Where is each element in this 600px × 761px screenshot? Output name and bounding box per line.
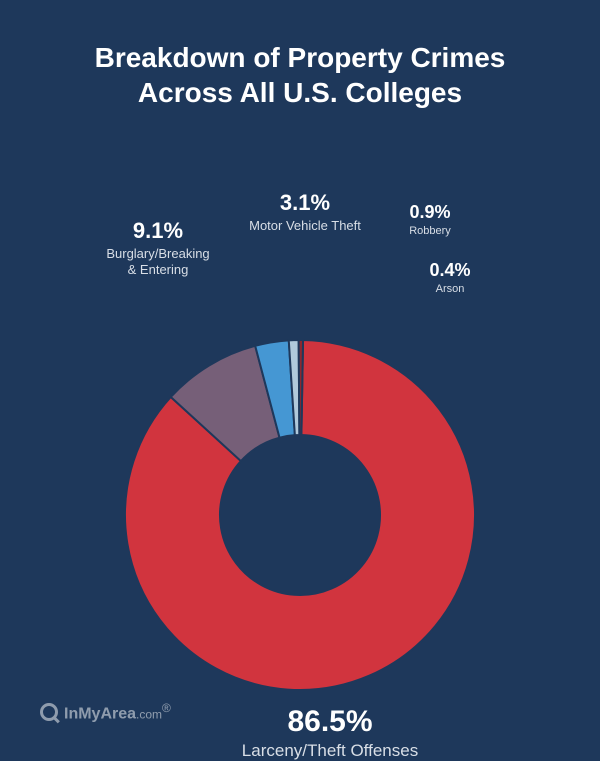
label-name: Motor Vehicle Theft	[249, 218, 361, 234]
label-pct: 3.1%	[249, 190, 361, 216]
search-icon	[40, 703, 58, 721]
label-pct: 0.4%	[429, 260, 470, 281]
donut-chart	[120, 335, 480, 695]
chart-title: Breakdown of Property Crimes Across All …	[30, 40, 570, 110]
label-pct: 9.1%	[106, 218, 209, 244]
title-line-1: Breakdown of Property Crimes	[95, 42, 506, 73]
label-name: Robbery	[409, 225, 451, 238]
label-burglary: 9.1%Burglary/Breaking& Entering	[106, 218, 209, 277]
label-pct: 86.5%	[242, 705, 418, 739]
slice-arson	[299, 340, 303, 435]
label-name: Arson	[429, 283, 470, 296]
label-arson: 0.4% Arson	[429, 260, 470, 296]
label-larceny: 86.5%Larceny/Theft Offenses	[242, 705, 418, 761]
label-mvt: 3.1% Motor Vehicle Theft	[249, 190, 361, 234]
brand-text: InMyArea.com®	[64, 701, 171, 723]
infographic-container: Breakdown of Property Crimes Across All …	[0, 0, 600, 751]
brand-mark: InMyArea.com®	[40, 701, 171, 723]
label-robbery: 0.9% Robbery	[409, 202, 451, 238]
label-pct: 0.9%	[409, 202, 451, 223]
label-name: Burglary/Breaking& Entering	[106, 246, 209, 277]
title-line-2: Across All U.S. Colleges	[138, 77, 462, 108]
label-name: Larceny/Theft Offenses	[242, 741, 418, 761]
chart-area: 86.5%Larceny/Theft Offenses9.1%Burglary/…	[30, 120, 570, 680]
